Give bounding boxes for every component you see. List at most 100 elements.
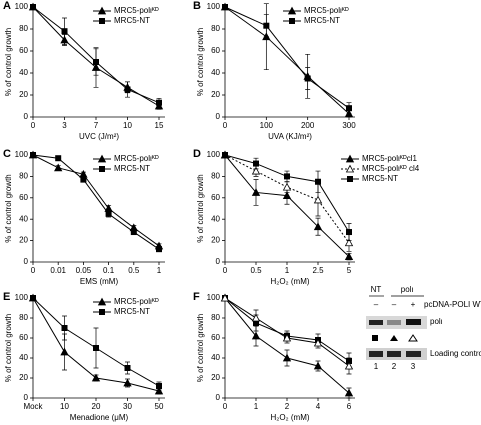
marker [313,195,323,204]
blot-sign: + [411,300,416,309]
marker [313,222,323,231]
x-tick-label: 0.01 [50,266,66,275]
x-axis-label: H₂O₂ (mM) [270,277,309,286]
y-tick-label: 40 [211,68,220,77]
marker [222,4,228,10]
x-tick-label: 0.5 [128,266,140,275]
panel-letter: C [3,148,11,160]
x-tick-label: 5 [347,266,352,275]
y-tick-label: 20 [19,373,28,382]
y-axis-label: % of control growth [4,314,13,382]
legend-label: MRC5-polιᴷᴰ [114,297,159,306]
x-tick-label: 0 [223,402,228,411]
marker [54,163,63,172]
legend-label: MRC5-NT [114,164,150,173]
lane-number: 3 [411,362,416,371]
marker [156,246,162,253]
marker [93,59,99,65]
x-tick-label: 0 [31,266,36,275]
y-axis-label: % of control growth [196,314,205,382]
x-axis-label: H₂O₂ (mM) [270,413,309,422]
marker [251,331,261,340]
band-label: polι [430,317,443,326]
x-tick-label: 0.05 [76,266,92,275]
blot-sign: – [392,300,397,309]
y-tick-label: 80 [19,313,28,322]
y-tick-label: 40 [19,214,28,223]
band-label: Loading control [430,349,481,358]
band [369,320,383,325]
marker [282,191,292,200]
marker [156,99,162,106]
marker [251,313,261,322]
blot-group: NT [371,285,382,294]
series-line [32,154,160,250]
lane-symbol [408,334,418,342]
marker [222,152,228,158]
y-tick-label: 80 [211,24,220,33]
legend-label: MRC5-polιᴷᴰ [114,6,159,15]
marker [124,365,131,371]
y-tick-label: 100 [207,293,221,302]
marker [315,178,321,185]
marker [30,4,36,10]
y-tick-label: 0 [216,112,221,121]
marker [156,383,162,389]
y-tick-label: 0 [24,112,29,121]
marker [99,309,105,315]
blot-row-label: pcDNA-POLI WT [424,300,481,309]
x-tick-label: 1 [285,266,290,275]
x-tick-label: 0 [223,121,228,130]
marker [97,154,107,163]
lane-number: 2 [392,362,397,371]
legend-label: MRC5-polιᴷᴰ [304,6,349,15]
lane-symbol [372,335,378,341]
x-tick-label: 0 [31,121,36,130]
panel-letter: D [193,148,201,160]
x-axis-label: UVC (J/m²) [79,132,119,141]
x-tick-label: 1 [254,402,259,411]
y-tick-label: 100 [15,293,29,302]
marker [251,166,261,175]
marker [30,152,36,158]
y-tick-label: 100 [207,150,221,159]
y-tick-label: 0 [216,257,221,266]
y-tick-label: 20 [211,236,220,245]
y-tick-label: 80 [211,172,220,181]
x-tick-label: 6 [347,402,352,411]
series-line [224,6,350,109]
legend-label: MRC5-polιᴷᴰ cl4 [362,164,420,173]
y-tick-label: 0 [216,393,221,402]
x-tick-label: 200 [301,121,315,130]
marker [61,28,68,35]
blot-group: polι [401,285,414,294]
y-axis-label: % of control growth [4,174,13,242]
band [406,351,421,357]
band [369,351,383,357]
x-tick-label: 4 [316,402,321,411]
x-tick-label: Mock [23,402,43,411]
marker [282,353,292,362]
marker [60,347,69,356]
x-tick-label: 7 [94,121,99,130]
marker [55,155,62,162]
marker [287,6,297,15]
y-tick-label: 0 [24,393,29,402]
y-axis-label: % of control growth [196,174,205,242]
marker [91,373,101,382]
y-tick-label: 60 [19,46,28,55]
series-line [224,154,350,258]
x-tick-label: 300 [342,121,356,130]
lane-number: 1 [374,362,379,371]
x-tick-label: 15 [155,121,164,130]
marker [97,6,107,15]
x-tick-label: 50 [155,402,164,411]
marker [251,188,261,196]
marker [99,166,105,172]
marker [30,295,36,301]
marker [344,252,354,261]
y-tick-label: 100 [15,150,29,159]
marker [220,293,230,302]
x-tick-label: 1 [157,266,162,275]
